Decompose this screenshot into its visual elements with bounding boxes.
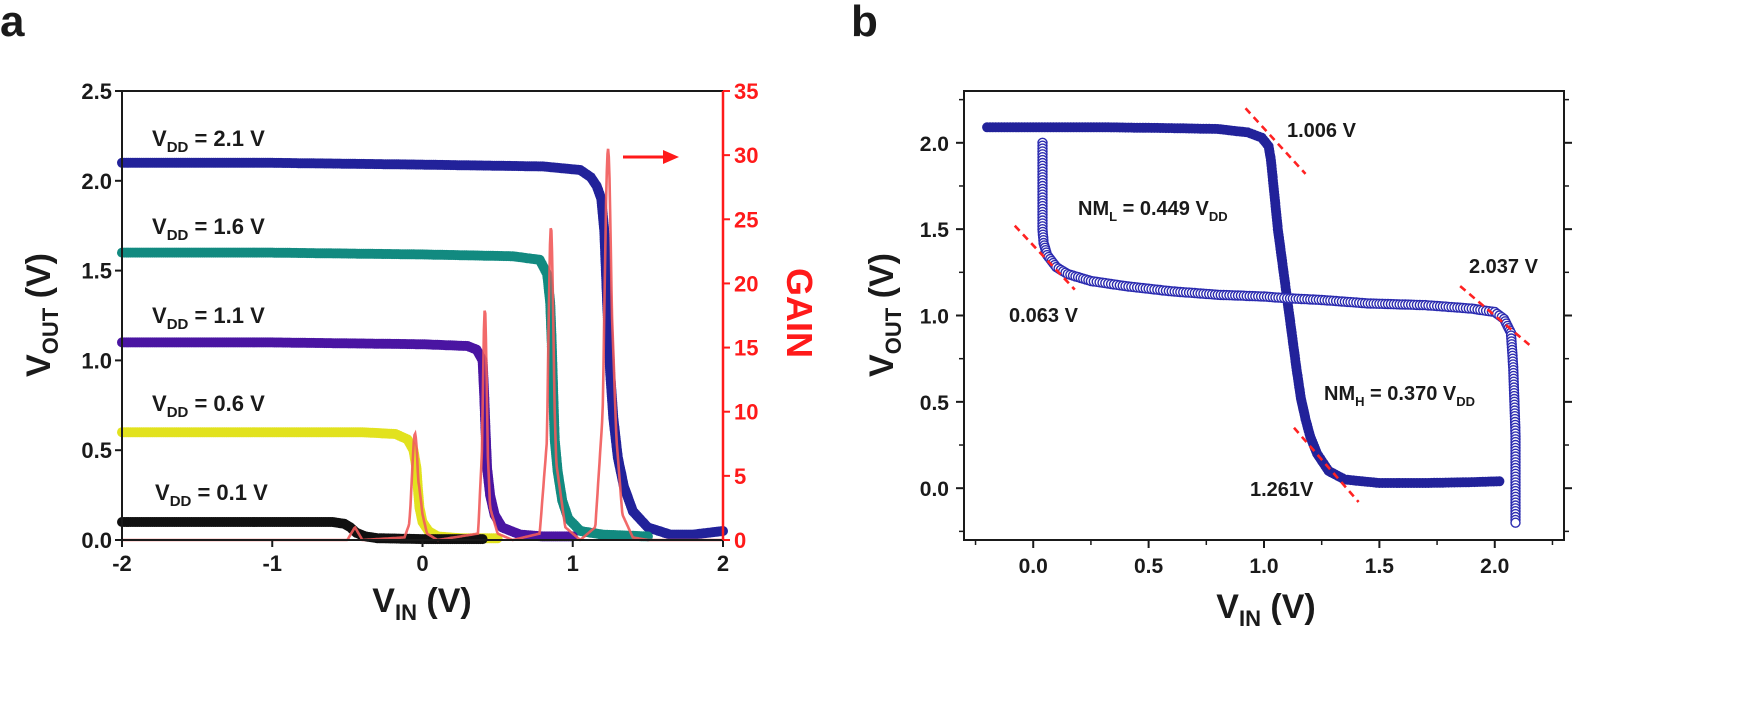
y-tick-label: 2.5 — [81, 79, 112, 104]
annotation-nml: NML = 0.449 VDD — [1078, 198, 1228, 224]
panel-a-y2-ticks: 0 5 10 15 20 25 30 35 — [723, 79, 758, 553]
y-tick-label: 2.0 — [81, 169, 112, 194]
y2-tick-label: 15 — [734, 336, 758, 361]
panel-a-x-axis-label: VIN (V) — [372, 582, 471, 625]
panel-a-y2-axis-label: GAIN — [779, 268, 820, 358]
tangent-guide-line — [1459, 285, 1531, 346]
x-tick-label: 1.5 — [1365, 555, 1395, 578]
x-tick-label: 2.0 — [1480, 555, 1509, 578]
x-tick-label: 1.0 — [1249, 555, 1278, 578]
panel-a-plot — [117, 148, 728, 545]
annotation-2037: 2.037 V — [1469, 256, 1539, 278]
y2-tick-label: 25 — [734, 207, 758, 232]
y-tick-label: 2.0 — [920, 133, 949, 156]
panel-a-series-labels: VDD = 2.1 V VDD = 1.6 V VDD = 1.1 V VDD … — [152, 126, 268, 510]
panel-b-plot — [982, 107, 1531, 528]
tangent-guide-line — [1244, 107, 1307, 175]
x-tick-label: 1 — [567, 551, 579, 576]
x-tick-label: 0.5 — [1134, 555, 1164, 578]
panel-a: a -2 -1 0 1 2 0.0 0.5 1.0 1.5 2.0 2.5 0 5 10 15 20 25 3… — [0, 0, 820, 625]
x-tick-label: 0.0 — [1019, 555, 1048, 578]
vtc-b-series-0 — [982, 122, 1505, 488]
panel-b-x-axis-label: VIN (V) — [1216, 588, 1315, 631]
panel-a-gain-arrow — [623, 150, 679, 164]
panel-b-y-ticks: 0.0 0.5 1.0 1.5 2.0 — [920, 98, 1572, 533]
panel-a-x-ticks: -2 -1 0 1 2 — [112, 540, 729, 576]
y-tick-label: 0.0 — [81, 528, 112, 553]
y2-tick-label: 20 — [734, 271, 758, 296]
x-tick-label: -1 — [262, 551, 282, 576]
y-tick-label: 1.5 — [920, 219, 950, 242]
series-label-vdd-1.6: VDD = 1.6 V — [152, 214, 265, 244]
vtc-b-series-1 — [1037, 137, 1521, 528]
panel-a-y-axis-label: VOUT (V) — [20, 253, 63, 377]
panel-a-letter: a — [0, 0, 25, 46]
y2-tick-label: 5 — [734, 464, 746, 489]
x-tick-label: -2 — [112, 551, 132, 576]
vtc-b-point-open — [1510, 517, 1521, 528]
y-tick-label: 1.5 — [81, 259, 112, 284]
vtc-point — [567, 531, 578, 542]
series-label-vdd-0.1: VDD = 0.1 V — [155, 480, 268, 510]
x-tick-label: 2 — [717, 551, 729, 576]
panel-b-x-ticks: 0.0 0.5 1.0 1.5 2.0 — [974, 540, 1554, 578]
series-label-vdd-0.6: VDD = 0.6 V — [152, 391, 265, 421]
panel-a-y-ticks: 0.0 0.5 1.0 1.5 2.0 2.5 — [81, 79, 122, 553]
x-tick-label: 0 — [416, 551, 428, 576]
y2-tick-label: 30 — [734, 143, 758, 168]
y-tick-label: 1.0 — [81, 348, 112, 373]
panel-b: b 0.0 0.5 1.0 1.5 2.0 0.0 0.5 1.0 1.5 2.0 VIN (V… — [851, 0, 1572, 631]
y-tick-label: 1.0 — [920, 306, 949, 329]
annotation-0063: 0.063 V — [1009, 305, 1079, 327]
y2-tick-label: 0 — [734, 528, 746, 553]
series-label-vdd-2.1: VDD = 2.1 V — [152, 126, 265, 156]
annotation-1006: 1.006 V — [1287, 120, 1357, 142]
series-label-vdd-1.1: VDD = 1.1 V — [152, 303, 265, 333]
panel-b-annotations: 1.006 V 0.063 V 2.037 V 1.261V NML = 0.4… — [1009, 120, 1539, 501]
vtc-series-2 — [117, 337, 578, 542]
vtc-b-point-filled — [1494, 476, 1505, 487]
annotation-1261: 1.261V — [1250, 479, 1314, 501]
y2-tick-label: 35 — [734, 79, 758, 104]
tangent-guide-line — [1293, 426, 1360, 503]
panel-b-y-axis-label: VOUT (V) — [863, 253, 906, 377]
tangent-guide-line — [1013, 224, 1076, 291]
annotation-nmh: NMH = 0.370 VDD — [1324, 383, 1475, 409]
y-tick-label: 0.5 — [81, 438, 112, 463]
y-tick-label: 0.5 — [920, 392, 950, 415]
y-tick-label: 0.0 — [920, 478, 949, 501]
panel-b-letter: b — [851, 0, 878, 46]
y2-tick-label: 10 — [734, 400, 758, 425]
